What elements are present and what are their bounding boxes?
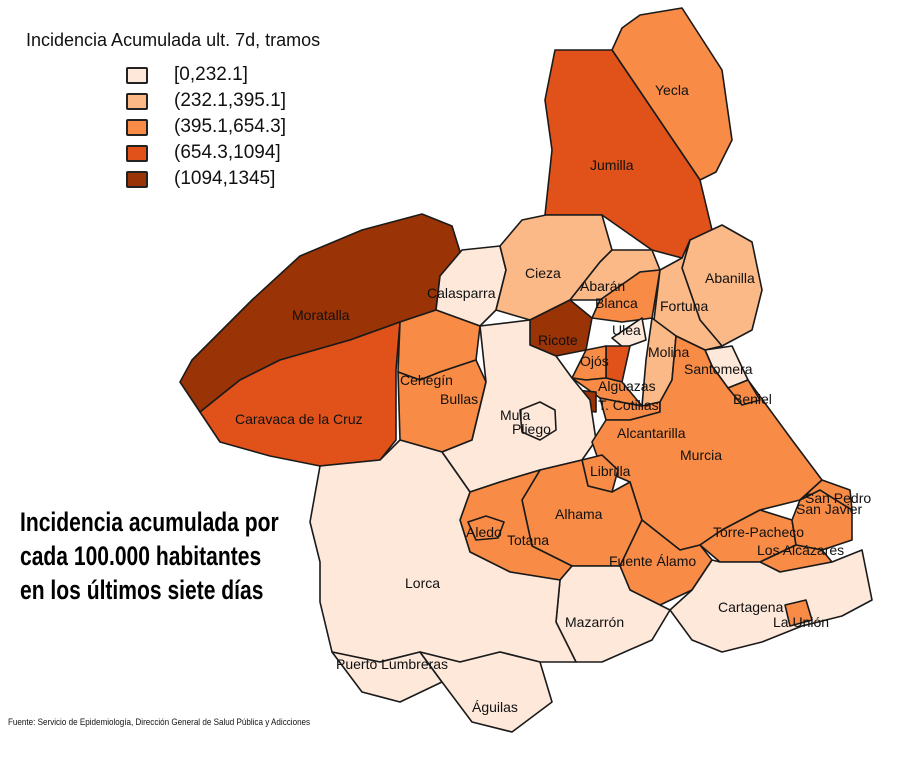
- municipality-label: Puerto Lumbreras: [336, 656, 448, 672]
- municipality-cartagena: [669, 549, 873, 653]
- municipality-label: Jumilla: [590, 157, 634, 173]
- municipality-label: Librilla: [590, 463, 631, 479]
- municipality-label: Alcantarilla: [617, 425, 686, 441]
- municipality-label: Totana: [507, 532, 549, 548]
- municipality-aguilas: [419, 651, 553, 733]
- municipality-label: Moratalla: [292, 307, 350, 323]
- municipality-label: Alguazas: [598, 378, 656, 394]
- legend-item: (395.1,654.3]: [126, 114, 286, 140]
- legend-item: (1094,1345]: [126, 166, 286, 192]
- municipality-label: Torre-Pacheco: [713, 524, 804, 540]
- legend-label: (395.1,654.3]: [174, 116, 286, 137]
- municipality-lorca: [309, 439, 577, 663]
- municipality-label: Bullas: [440, 391, 478, 407]
- legend-label: (654.3,1094]: [174, 142, 281, 163]
- municipality-label: Águilas: [472, 699, 518, 715]
- legend-label: (232.1,395.1]: [174, 90, 286, 111]
- legend-item: (654.3,1094]: [126, 140, 286, 166]
- municipality-label: Cehegín: [400, 372, 453, 388]
- municipality-label: Yecla: [655, 82, 689, 98]
- municipality-villanueva: [605, 345, 631, 383]
- municipality-label: La Unión: [773, 614, 829, 630]
- municipality-label: Ricote: [538, 332, 578, 348]
- municipality-label: Mazarrón: [565, 614, 624, 630]
- municipality-label: Caravaca de la Cruz: [235, 411, 363, 427]
- municipality-label: Pliego: [512, 421, 551, 437]
- municipality-label: Beniel: [733, 391, 772, 407]
- municipality-label: Murcia: [680, 447, 722, 463]
- annotation-line: en los últimos siete días: [20, 575, 264, 605]
- municipality-label: Aledo: [466, 524, 502, 540]
- municipality-label: Fuente Álamo: [609, 553, 696, 569]
- municipality-label: Abanilla: [705, 270, 755, 286]
- legend-item: (232.1,395.1]: [126, 88, 286, 114]
- municipality-label: T. Cotillas: [598, 397, 659, 413]
- municipality-label: San Pedro: [805, 490, 871, 506]
- municipality-label: Calasparra: [427, 285, 496, 301]
- municipality-label: Santomera: [684, 361, 753, 377]
- municipality-caravaca: [199, 321, 401, 467]
- legend: [0,232.1] (232.1,395.1] (395.1,654.3] (6…: [126, 62, 286, 192]
- annotation-line: cada 100.000 habitantes: [20, 541, 262, 571]
- legend-swatch: [126, 144, 148, 162]
- municipality-aledo: [467, 515, 505, 541]
- legend-swatch: [126, 66, 148, 84]
- municipality-pliego: [519, 401, 557, 441]
- legend-swatch: [126, 92, 148, 110]
- municipality-ulea: [611, 317, 647, 349]
- municipality-label: San Javier: [796, 501, 862, 517]
- municipality-label: Fortuna: [660, 298, 708, 314]
- municipality-label: Blanca: [595, 295, 638, 311]
- legend-title: Incidencia Acumulada ult. 7d, tramos: [26, 30, 321, 50]
- municipality-label: Abarán: [580, 278, 625, 294]
- annotation-text: Incidencia acumulada por cada 100.000 ha…: [20, 505, 279, 607]
- municipality-yecla: [611, 7, 733, 181]
- municipality-beniel: [727, 379, 761, 406]
- legend-label: (1094,1345]: [174, 168, 276, 189]
- legend-label: [0,232.1]: [174, 64, 248, 85]
- municipality-label: Cartagena: [718, 599, 784, 615]
- municipality-label: Molina: [648, 344, 689, 360]
- legend-swatch: [126, 170, 148, 188]
- legend-item: [0,232.1]: [126, 62, 286, 88]
- annotation-line: Incidencia acumulada por: [20, 507, 279, 537]
- municipality-label: Ulea: [612, 322, 641, 338]
- municipality-san-pedro: [799, 479, 853, 511]
- legend-swatch: [126, 118, 148, 136]
- municipality-label: Mula: [500, 407, 531, 423]
- municipality-label: Lorca: [405, 575, 440, 591]
- municipality-label: Alhama: [555, 506, 603, 522]
- source-note: Fuente: Servicio de Epidemiología, Direc…: [8, 717, 311, 728]
- municipality-label: Los Alcázares: [757, 542, 844, 558]
- municipality-label: Cieza: [525, 265, 561, 281]
- municipality-label: Ojós: [580, 353, 609, 369]
- municipality-la-union: [784, 599, 813, 627]
